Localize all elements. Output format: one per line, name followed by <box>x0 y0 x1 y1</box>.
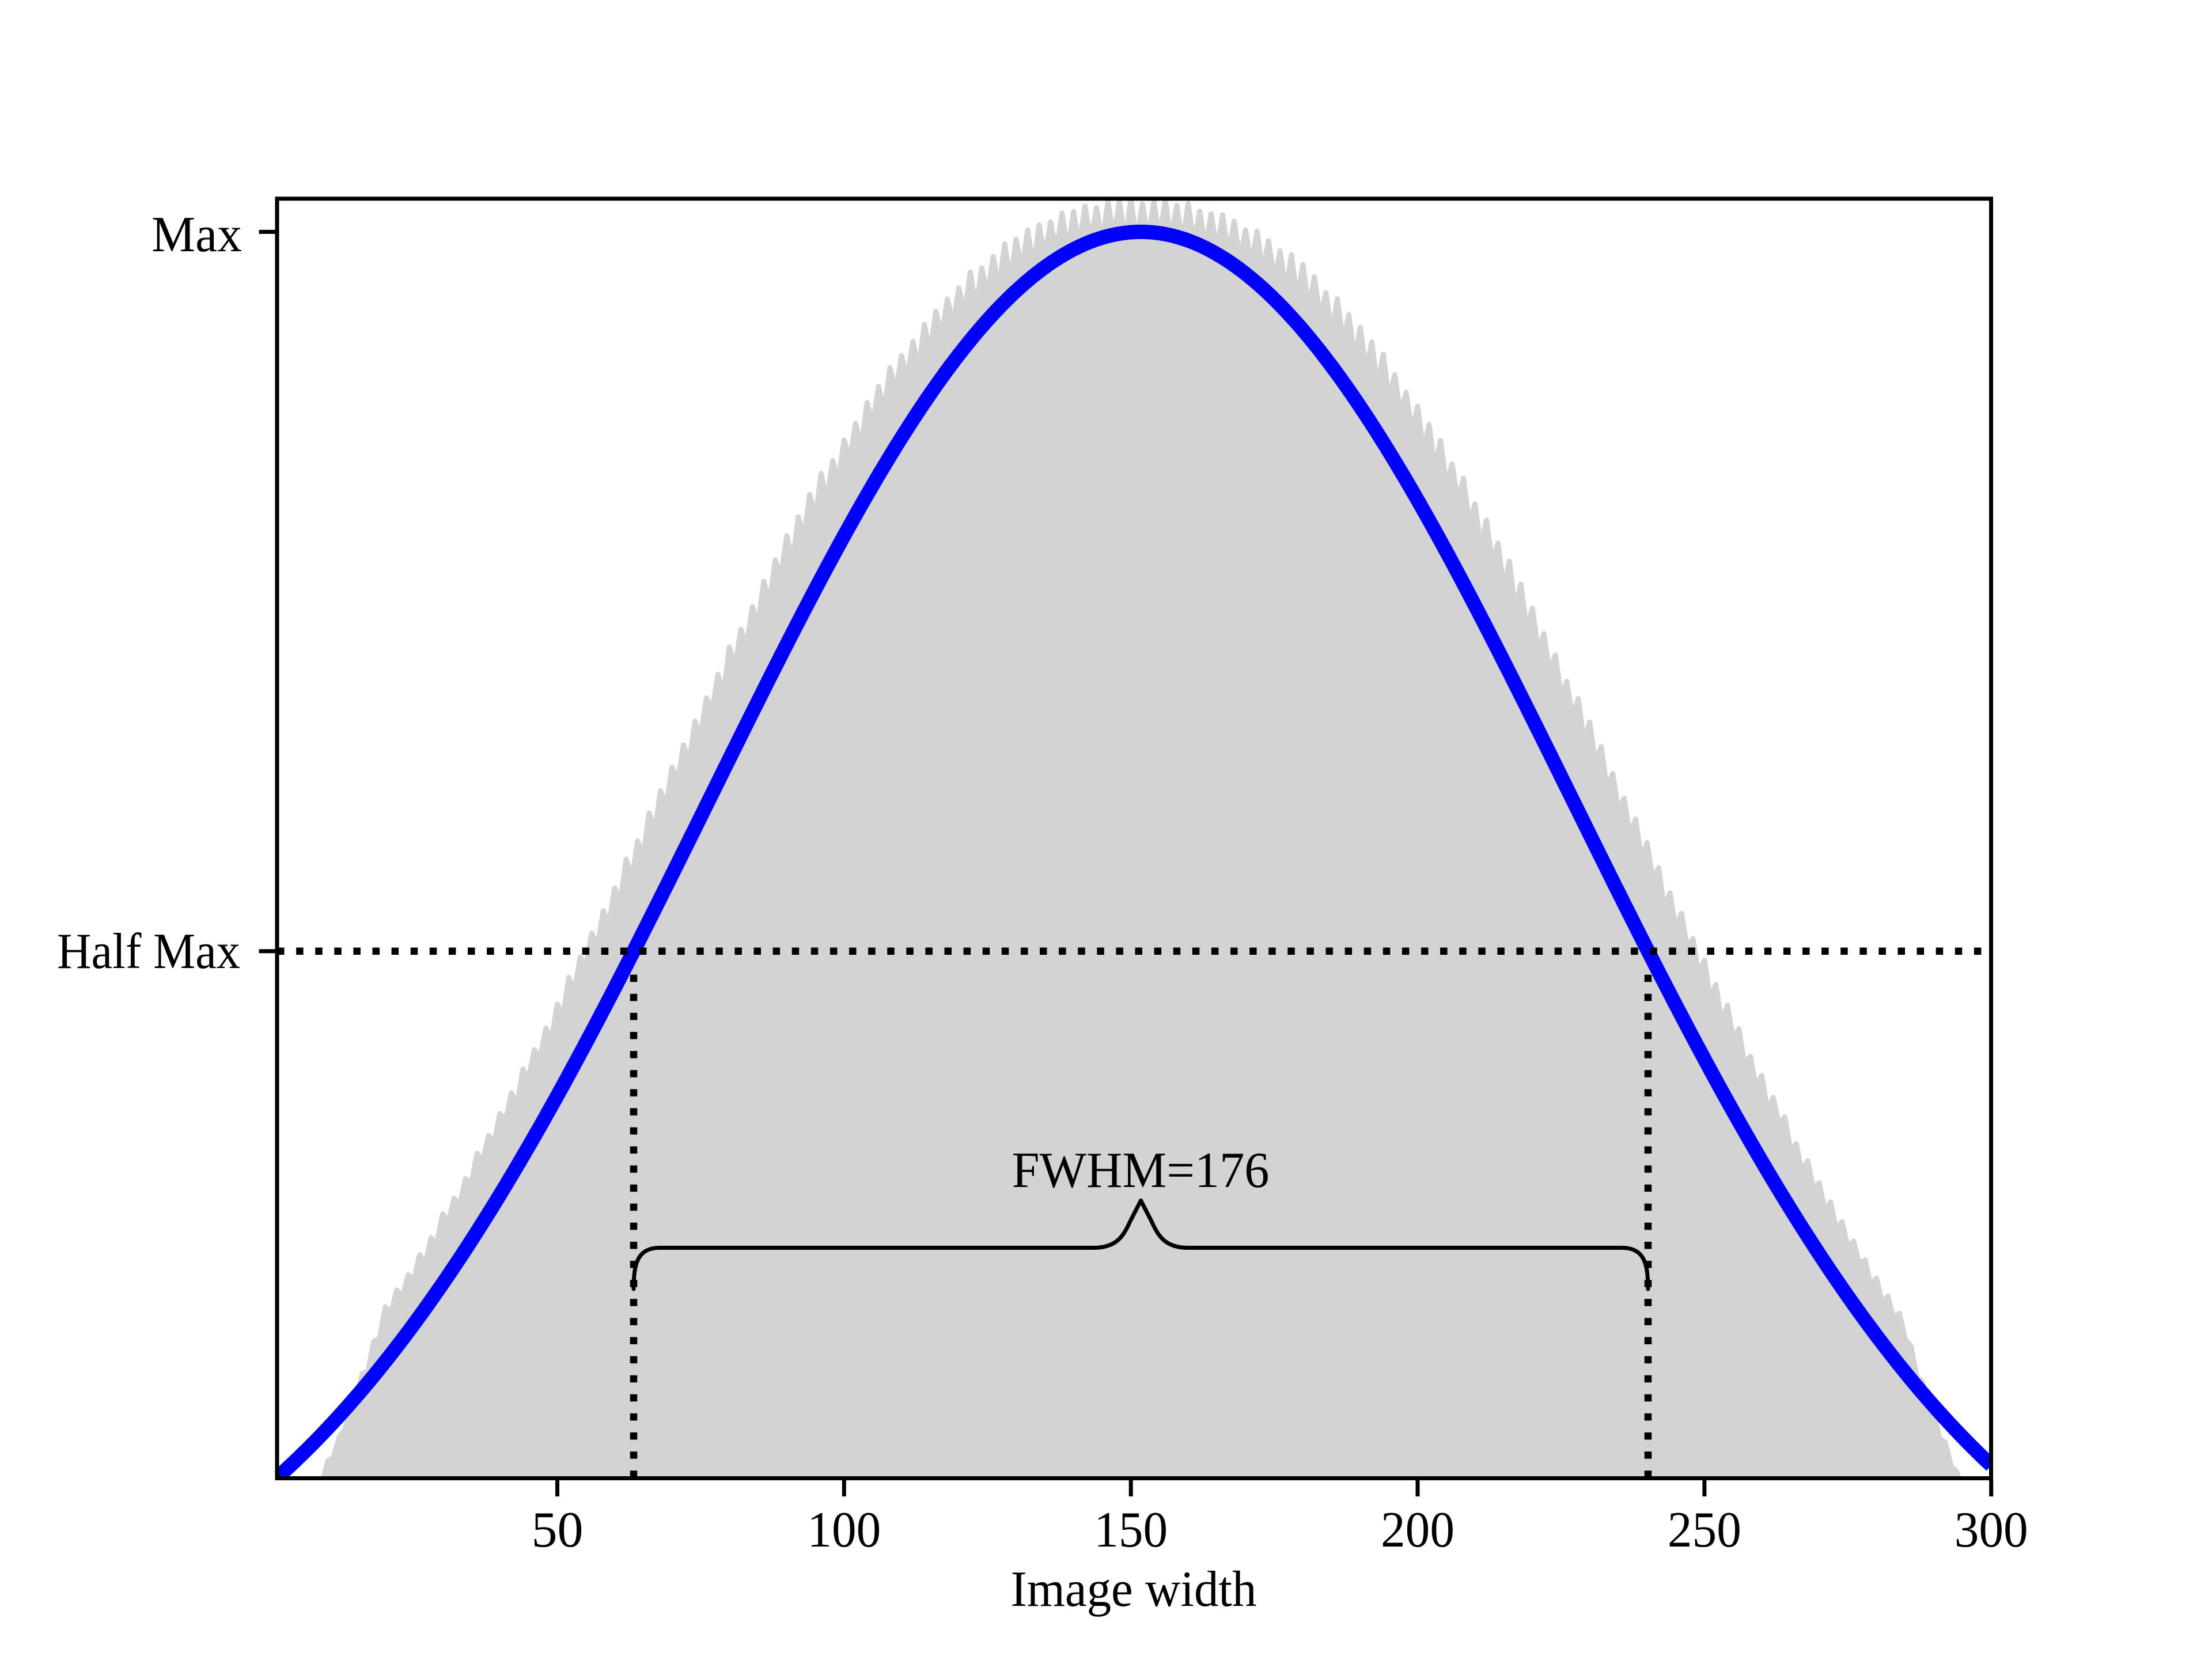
svg-text:250: 250 <box>1668 1502 1741 1558</box>
svg-text:Image width: Image width <box>1011 1562 1257 1617</box>
svg-text:100: 100 <box>807 1502 881 1558</box>
svg-text:Max: Max <box>151 207 242 263</box>
svg-text:200: 200 <box>1381 1502 1455 1558</box>
svg-text:Half Max: Half Max <box>57 924 240 980</box>
svg-text:FWHM=176: FWHM=176 <box>1012 1143 1270 1199</box>
svg-text:50: 50 <box>532 1502 584 1558</box>
svg-text:150: 150 <box>1094 1502 1168 1558</box>
svg-text:300: 300 <box>1955 1502 2028 1558</box>
